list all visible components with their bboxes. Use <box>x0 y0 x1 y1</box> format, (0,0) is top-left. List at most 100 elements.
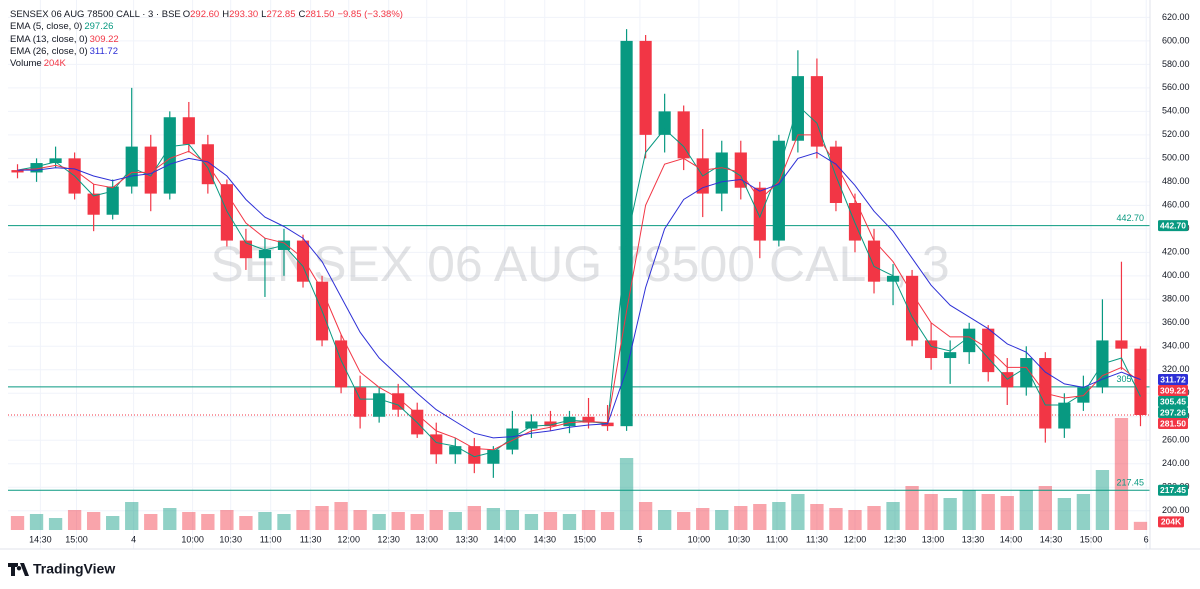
horizontal-line-label: 305.45 <box>1116 374 1144 384</box>
ohlc-item: O292.60 <box>183 9 219 20</box>
volume-bar <box>1076 494 1091 530</box>
brand: TradingView <box>33 561 115 577</box>
volume-bar <box>67 510 82 530</box>
volume-bar <box>10 516 25 530</box>
volume-bar <box>581 510 596 530</box>
change: −9.85 (−3.38%) <box>337 9 403 20</box>
volume-bar <box>791 494 805 530</box>
candle-body <box>582 416 595 423</box>
volume-bar <box>981 494 995 530</box>
grid <box>8 0 1150 549</box>
volume-bar <box>486 508 501 530</box>
x-tick-label: 12:00 <box>337 534 360 544</box>
x-tick-label: 12:30 <box>884 534 907 544</box>
y-tick-label: 420.00 <box>1162 247 1190 257</box>
price-badge <box>1158 407 1188 419</box>
volume-bar <box>505 510 520 530</box>
candle-body <box>125 146 138 187</box>
indicator-name: EMA (26, close, 0) <box>10 45 88 57</box>
candle-body <box>639 40 652 135</box>
volume-bar <box>1133 521 1148 530</box>
x-tick-label: 13:30 <box>962 534 985 544</box>
indicator-value: 309.22 <box>89 33 119 45</box>
candle-body <box>106 186 119 215</box>
x-tick-label: 14:00 <box>1000 534 1023 544</box>
ohlc-item: L272.85 <box>261 9 295 20</box>
legend-title: SENSEX 06 AUG 78500 CALL · 3 · BSE <box>10 9 181 20</box>
price-badge <box>1158 374 1188 386</box>
volume-bar <box>163 508 177 530</box>
volume-bar <box>220 510 234 530</box>
horizontal-line-label: 442.70 <box>1116 213 1144 223</box>
candle-body <box>30 163 43 173</box>
y-tick-label: 240.00 <box>1162 458 1190 468</box>
legend: SENSEX 06 AUG 78500 CALL · 3 · BSE O292.6… <box>10 9 405 70</box>
ema-line <box>17 104 1141 458</box>
candle-body <box>715 152 728 194</box>
volume-bar <box>353 510 367 530</box>
volume-bar <box>638 502 653 530</box>
volume-bar <box>696 508 710 530</box>
volume-bar <box>543 512 558 530</box>
candle-body <box>791 76 804 141</box>
x-tick-label: 10:00 <box>688 534 711 544</box>
volume-bar <box>334 502 348 530</box>
candle-body <box>49 158 62 164</box>
candle-body <box>601 422 614 427</box>
legend-row: SENSEX 06 AUG 78500 CALL · 3 · BSE O292.6… <box>10 9 405 21</box>
logo: TradingView <box>8 561 115 577</box>
volume-bar <box>1095 470 1110 530</box>
volume-bar <box>239 516 253 530</box>
candle-body <box>810 76 824 147</box>
x-tick-label: 13:00 <box>415 534 438 544</box>
volume-bar <box>962 490 976 530</box>
candle-body <box>1115 340 1128 349</box>
candle-body <box>944 352 957 359</box>
y-tick-label: 200.00 <box>1162 505 1190 515</box>
price-badge-label: 311.72 <box>1160 374 1186 384</box>
y-tick-label: 400.00 <box>1162 270 1190 280</box>
legend-row: EMA (26, close, 0) 311.72 <box>10 46 405 58</box>
candle-body <box>506 428 519 450</box>
volume-bar <box>848 510 862 530</box>
x-tick-label: 15:00 <box>65 534 88 544</box>
candle-body <box>734 152 747 188</box>
y-tick-label: 560.00 <box>1162 82 1190 92</box>
candle-body <box>544 421 557 427</box>
volume-bar <box>182 512 196 530</box>
volume-bar <box>258 512 272 530</box>
candle-body <box>982 328 995 373</box>
volume-badge <box>1158 516 1184 528</box>
x-tick-label: 11:00 <box>260 534 282 544</box>
volume-bar <box>1057 498 1072 530</box>
volume-bar <box>391 512 405 530</box>
ohlc-item: H293.30 <box>222 9 258 20</box>
ohlc-value: 281.50 <box>305 9 335 20</box>
candle-body <box>258 249 272 259</box>
x-tick-label: 11:30 <box>806 534 828 544</box>
ohlc-key: H <box>222 9 230 20</box>
candle-body <box>239 240 253 259</box>
candle-body <box>144 146 157 194</box>
candle-body <box>182 117 195 145</box>
x-tick-label: 12:00 <box>844 534 867 544</box>
volume-bar <box>1000 496 1014 530</box>
y-tick-label: 260.00 <box>1162 435 1190 445</box>
y-tick-label: 620.00 <box>1162 12 1190 22</box>
y-tick-label: 320.00 <box>1162 364 1190 374</box>
volume-bar <box>125 502 139 530</box>
volume-bar <box>734 506 748 530</box>
price-badge <box>1158 220 1188 232</box>
price-badge <box>1158 484 1188 496</box>
volume-bar <box>924 494 938 530</box>
price-badge-label: 217.45 <box>1160 485 1186 495</box>
x-tick-label: 10:30 <box>219 534 242 544</box>
volume-bar <box>1038 486 1052 530</box>
price-badge <box>1158 385 1188 397</box>
y-tick-label: 360.00 <box>1162 317 1190 327</box>
volume-bar <box>677 512 691 530</box>
volume-bar <box>372 514 386 530</box>
volume-bar <box>772 502 786 530</box>
logo-mark <box>8 563 29 576</box>
